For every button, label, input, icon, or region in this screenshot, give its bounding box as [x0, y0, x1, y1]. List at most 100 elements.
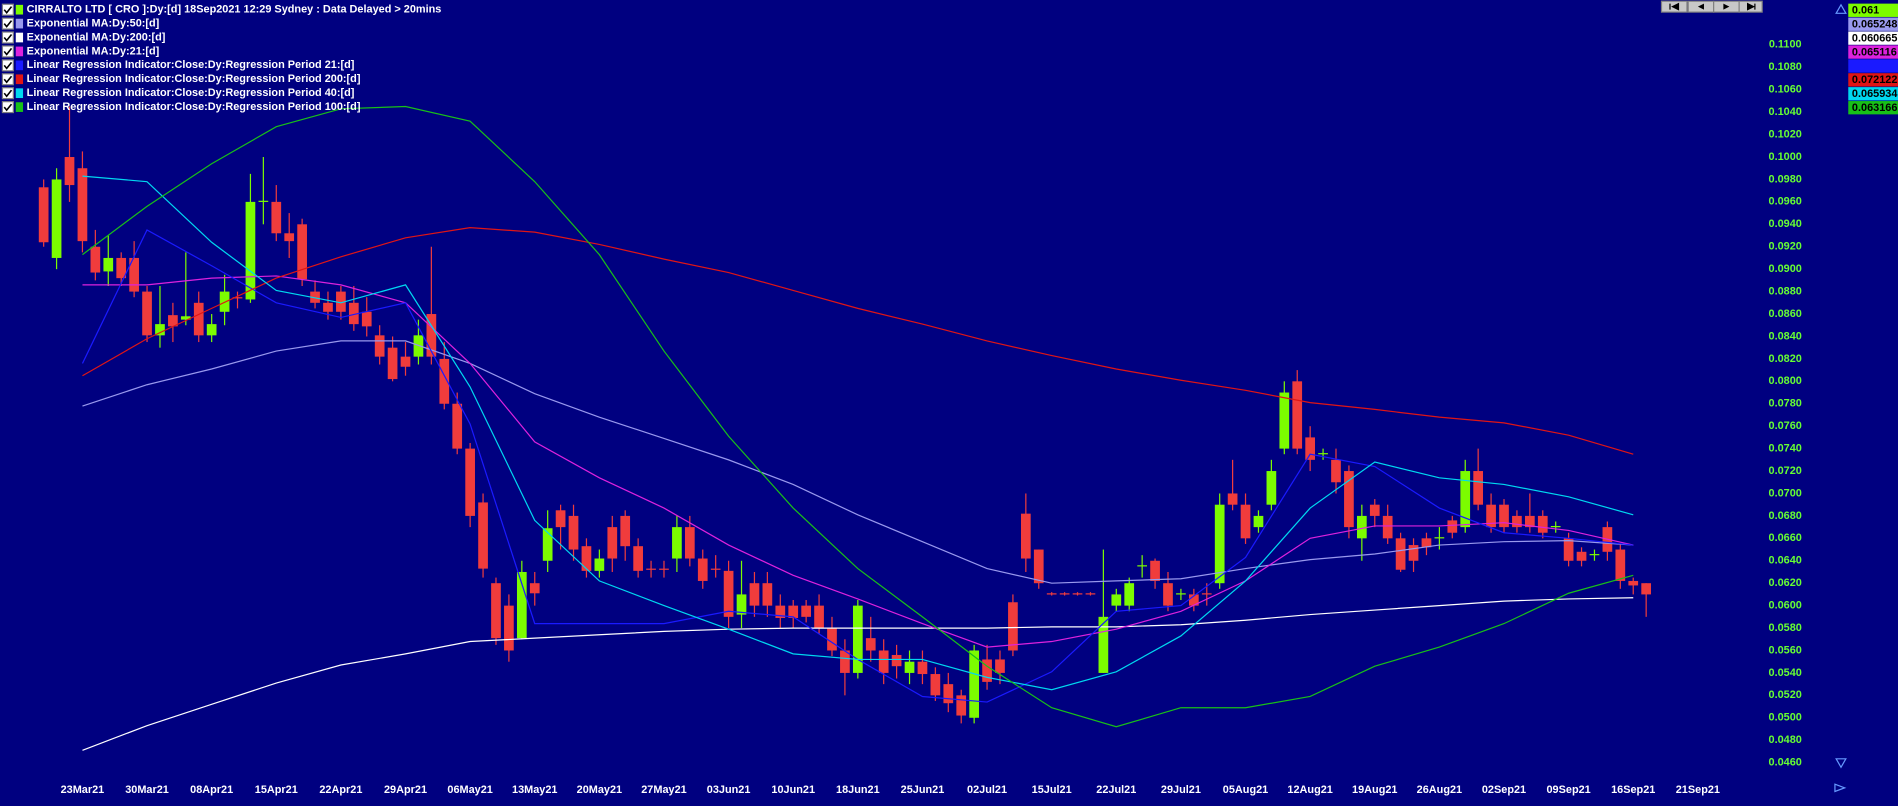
candle-body: [1176, 593, 1186, 595]
candle-body: [310, 291, 320, 303]
candle-body: [64, 157, 75, 186]
y-tick-label: 0.0520: [1769, 689, 1802, 701]
y-tick-label: 0.0900: [1769, 263, 1802, 275]
legend-checkbox: [1, 73, 14, 86]
candle-body: [348, 302, 359, 325]
candle-body: [684, 527, 695, 559]
candle-body: [180, 316, 191, 320]
candle-body: [710, 568, 721, 570]
y-tick-label: 0.0480: [1769, 734, 1802, 746]
legend-checkbox: [1, 101, 14, 114]
indicator-line: [82, 227, 1634, 455]
candle-body: [1253, 515, 1264, 528]
next-icon: [1723, 3, 1730, 10]
y-tick-label: 0.1000: [1769, 151, 1802, 163]
y-tick-label: 0.0740: [1769, 442, 1802, 454]
candle-body: [1201, 593, 1212, 595]
candle-body: [865, 638, 876, 651]
y-tick-label: 0.0800: [1769, 375, 1802, 387]
candle-body: [917, 661, 928, 675]
candle-body: [51, 179, 62, 258]
last-icon: [1747, 2, 1756, 11]
legend-check: [3, 33, 13, 42]
x-tick-label: 08Apr21: [190, 784, 233, 796]
legend-checkbox: [1, 3, 14, 16]
last-value-box: [1848, 3, 1898, 17]
legend-swatch: [15, 18, 24, 29]
candle-body: [840, 650, 850, 673]
candle-body: [1563, 538, 1574, 561]
indicator-line: [82, 105, 1634, 728]
candle-body: [1008, 602, 1018, 651]
x-tick-label: 02Jul21: [967, 784, 1007, 796]
legend-label: Linear Regression Indicator:Close:Dy:Reg…: [27, 59, 355, 71]
y-tick-label: 0.0820: [1769, 353, 1802, 365]
last-value-box: [1848, 17, 1898, 31]
legend-check: [3, 6, 13, 14]
candle-body: [1408, 545, 1419, 561]
candle-body: [633, 546, 643, 571]
scroll-down-icon[interactable]: [1835, 758, 1847, 769]
candle-body: [1305, 437, 1316, 460]
y-tick-label: 0.0960: [1769, 196, 1802, 208]
candle-body: [323, 302, 333, 312]
nav-buttons: [1660, 0, 1763, 13]
y-tick-label: 0.0620: [1769, 577, 1802, 589]
candle-body: [116, 257, 127, 279]
candle-body: [1356, 515, 1367, 539]
legend-swatch: [15, 102, 24, 112]
candle-body: [284, 233, 295, 242]
candle-body: [1240, 504, 1251, 539]
candle-body: [1266, 471, 1277, 505]
candle-body: [581, 546, 592, 571]
x-tick-label: 27May21: [641, 784, 686, 796]
x-tick-label: 05Aug21: [1223, 784, 1268, 796]
candle-body: [1512, 515, 1522, 528]
candle-body: [1150, 560, 1160, 581]
y-tick-label: 0.0500: [1769, 712, 1802, 724]
candle-body: [336, 291, 346, 312]
candle-body: [1214, 504, 1225, 584]
candle-body: [943, 684, 954, 704]
last-value: 0.072122: [1852, 74, 1897, 86]
candle-body: [1473, 471, 1484, 505]
candle-body: [155, 324, 165, 336]
candle-body: [1137, 565, 1147, 567]
candle-body: [723, 570, 734, 617]
candle-body: [1576, 551, 1587, 561]
scroll-up-icon[interactable]: [1835, 3, 1847, 14]
legend-check: [3, 47, 13, 56]
legend-label: Linear Regression Indicator:Close:Dy:Reg…: [27, 73, 361, 85]
first-icon: [1669, 2, 1680, 11]
candle-body: [930, 674, 941, 696]
x-tick-label: 18Jun21: [836, 784, 880, 796]
candle-body: [1059, 593, 1070, 595]
candle-body: [1292, 381, 1303, 449]
legend-label: Linear Regression Indicator:Close:Dy:Reg…: [27, 101, 361, 113]
candle-body: [452, 403, 463, 449]
y-tick-label: 0.1100: [1769, 39, 1802, 51]
last-value-box: [1848, 101, 1898, 115]
candle-body: [1395, 538, 1406, 570]
candle-body: [129, 257, 139, 292]
scroll-right-icon[interactable]: [1834, 783, 1847, 793]
candle-body: [38, 187, 49, 243]
candle-body: [1382, 515, 1393, 539]
candle-body: [904, 661, 915, 673]
candle-body: [491, 583, 501, 639]
candle-body: [749, 583, 760, 606]
x-tick-label: 21Sep21: [1676, 784, 1720, 796]
y-tick-label: 0.0660: [1769, 532, 1802, 544]
last-value: 0.065248: [1852, 18, 1897, 30]
candle-body: [697, 558, 708, 581]
candle-body: [568, 515, 579, 550]
candle-body: [1615, 549, 1626, 581]
candle-body: [1434, 537, 1445, 539]
last-value: 0.063166: [1852, 102, 1897, 114]
legend-label: Exponential MA:Dy:21:[d]: [27, 45, 160, 57]
last-value: 0.065934: [1852, 88, 1897, 100]
candle-body: [1537, 515, 1548, 533]
candle-body: [775, 605, 786, 618]
